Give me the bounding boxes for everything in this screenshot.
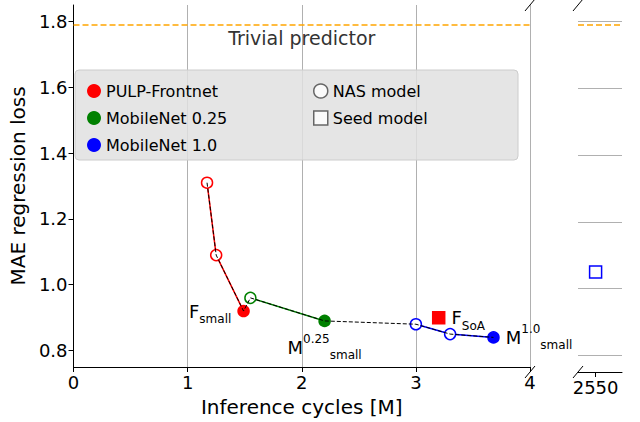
svg-text:M: M — [287, 337, 303, 358]
svg-text:small: small — [330, 348, 362, 362]
svg-text:MAE regression loss: MAE regression loss — [6, 86, 30, 285]
svg-text:1.6: 1.6 — [39, 77, 68, 98]
svg-text:SoA: SoA — [462, 319, 486, 333]
svg-text:2550: 2550 — [573, 377, 619, 398]
svg-text:PULP-Frontnet: PULP-Frontnet — [106, 82, 218, 101]
svg-text:F: F — [451, 307, 461, 328]
svg-text:3: 3 — [410, 372, 421, 393]
svg-text:0.25: 0.25 — [303, 332, 330, 346]
svg-text:Trivial predictor: Trivial predictor — [227, 27, 375, 49]
svg-text:1.8: 1.8 — [39, 11, 68, 32]
svg-text:1: 1 — [182, 372, 193, 393]
svg-text:F: F — [189, 301, 199, 322]
svg-text:1.0: 1.0 — [521, 322, 540, 336]
svg-text:0.8: 0.8 — [39, 340, 68, 361]
svg-text:4: 4 — [524, 372, 535, 393]
svg-text:0: 0 — [68, 372, 79, 393]
svg-text:NAS model: NAS model — [333, 82, 421, 101]
svg-text:1.0: 1.0 — [39, 274, 68, 295]
svg-text:Seed model: Seed model — [333, 109, 428, 128]
svg-text:Inference cycles [M]: Inference cycles [M] — [201, 395, 403, 419]
svg-text:2: 2 — [296, 372, 307, 393]
svg-text:MobileNet 1.0: MobileNet 1.0 — [106, 136, 217, 155]
svg-text:MobileNet 0.25: MobileNet 0.25 — [106, 109, 227, 128]
svg-text:M: M — [506, 327, 522, 348]
svg-text:small: small — [199, 312, 231, 326]
svg-text:1.4: 1.4 — [39, 143, 68, 164]
svg-text:1.2: 1.2 — [39, 208, 68, 229]
svg-text:small: small — [540, 338, 572, 352]
